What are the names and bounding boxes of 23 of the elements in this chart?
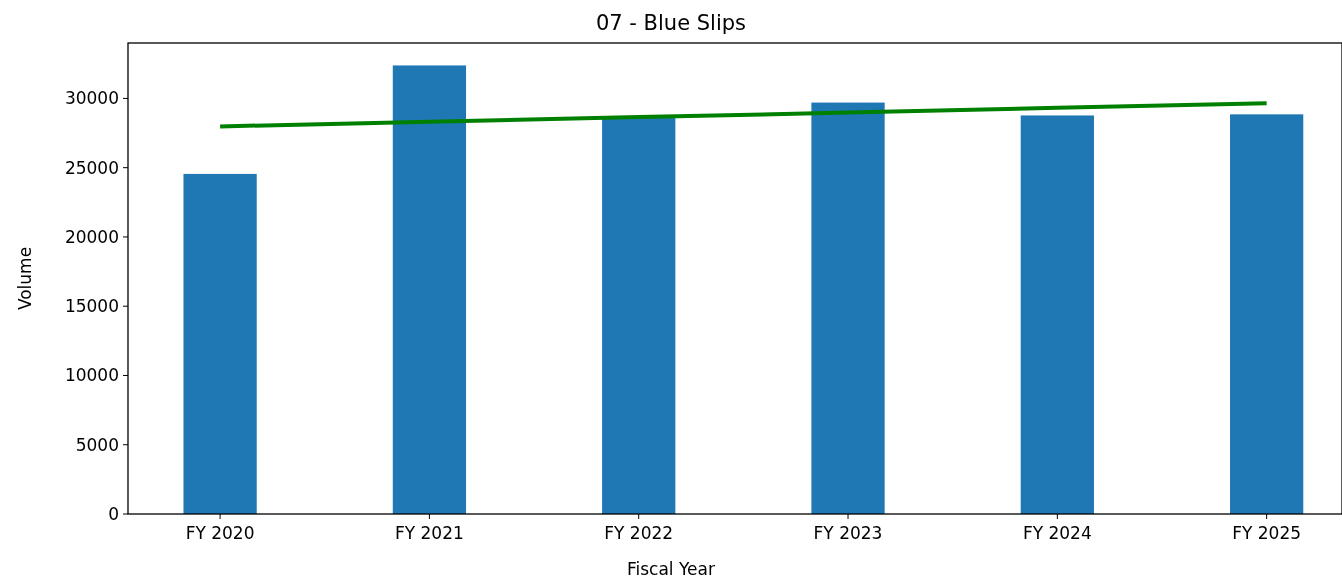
x-tick-label: FY 2022 <box>604 523 674 543</box>
y-tick-label: 0 <box>108 503 119 524</box>
chart-title: 07 - Blue Slips <box>595 11 747 35</box>
x-tick-label: FY 2021 <box>394 523 464 543</box>
bar <box>392 65 467 514</box>
x-tick-label: FY 2023 <box>813 523 883 543</box>
y-tick-label: 5000 <box>75 434 119 455</box>
x-tick-label: FY 2024 <box>1022 523 1092 543</box>
bar <box>602 116 676 514</box>
y-tick-label: 10000 <box>64 365 119 386</box>
bar <box>1230 114 1304 514</box>
line-series <box>218 101 1269 129</box>
x-tick-label: FY 2020 <box>185 523 255 543</box>
y-axis-title: Volume <box>15 246 35 311</box>
bar <box>811 102 885 514</box>
y-tick-label: 30000 <box>64 88 119 109</box>
y-tick-label: 20000 <box>64 226 119 247</box>
x-tick-label: FY 2025 <box>1232 523 1302 543</box>
bar <box>183 173 257 514</box>
y-tick-label: 15000 <box>64 296 119 317</box>
x-axis-title: Fiscal Year <box>626 559 716 579</box>
y-tick-label: 25000 <box>64 157 119 178</box>
bar <box>1020 115 1094 514</box>
